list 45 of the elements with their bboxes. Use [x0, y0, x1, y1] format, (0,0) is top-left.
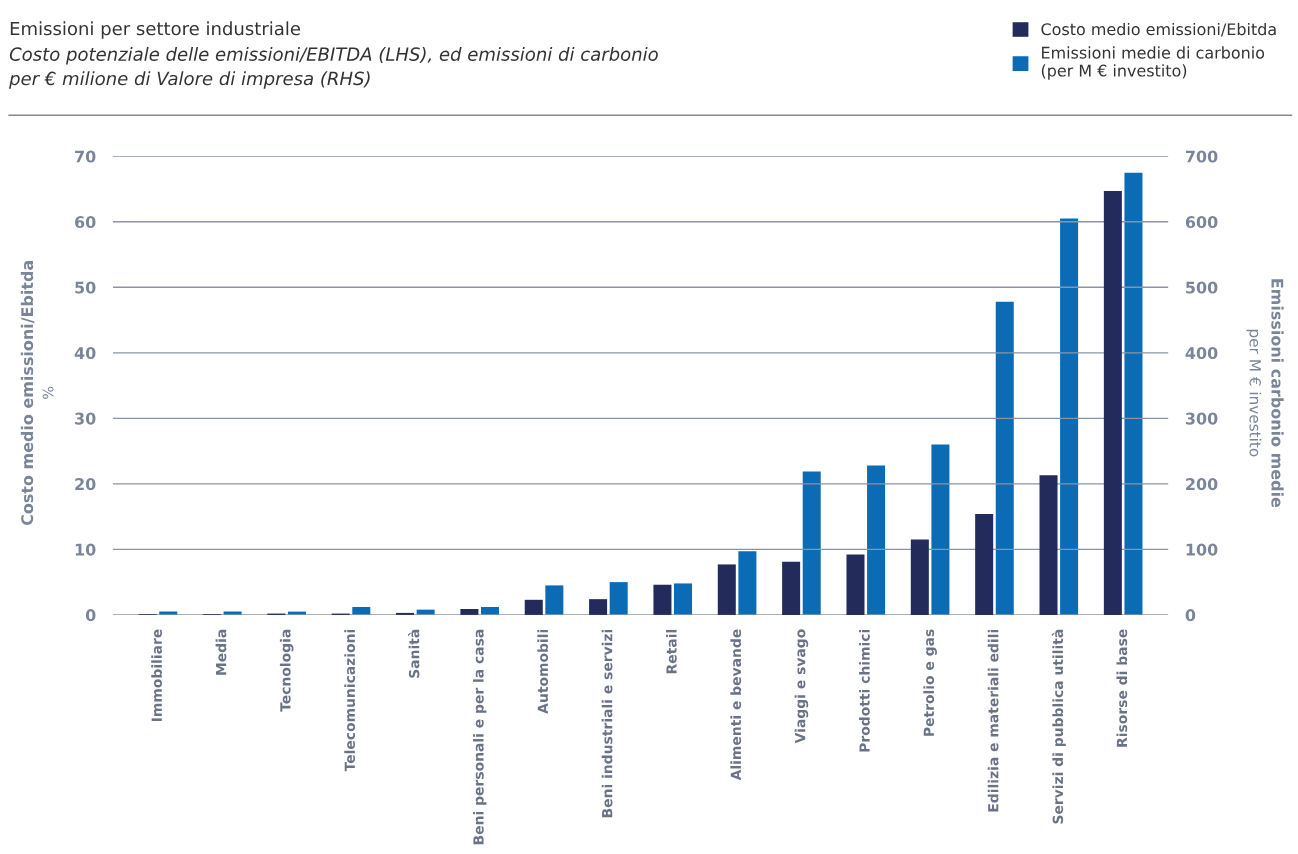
- bar: [1060, 218, 1079, 615]
- x-tick-label: Media: [215, 629, 227, 675]
- x-tick-label: Sanità: [408, 629, 420, 678]
- legend-label: Emissioni medie di carbonio (per M € investito): [1041, 46, 1265, 80]
- y-tick-label: 70: [75, 150, 96, 163]
- bar: [931, 444, 950, 615]
- y-tick-label: 50: [75, 281, 96, 294]
- y2-tick-label: 100: [1186, 543, 1218, 556]
- legend-label: Costo medio emissioni/Ebitda: [1041, 22, 1276, 37]
- x-tick-label: Edilizia e materiali edili: [987, 629, 999, 812]
- x-tick-label: Risorse di base: [1116, 629, 1128, 747]
- y-tick-label: 60: [75, 216, 96, 229]
- x-tick-label: Prodotti chimici: [859, 629, 870, 752]
- x-tick-label: Servizi di pubblica utilità: [1051, 629, 1066, 824]
- bar: [867, 465, 886, 615]
- y2-tick-label: 200: [1186, 478, 1218, 491]
- y-tick-label: 10: [75, 543, 96, 556]
- y2-axis-title: Emissioni carbonio medie per M € investito: [1246, 279, 1284, 508]
- y2-tick-label: 400: [1185, 347, 1218, 360]
- chart-title: Emissioni per settore industriale: [10, 21, 301, 39]
- x-tick-label: Petrolio e gas: [923, 629, 937, 736]
- x-tick-label: Retail: [666, 629, 677, 674]
- y-tick-label: 30: [75, 412, 96, 425]
- bar: [975, 513, 994, 615]
- y2-tick-label: 500: [1186, 281, 1218, 294]
- x-tick-label: Alimenti e bevande: [730, 629, 742, 781]
- bar: [609, 582, 628, 615]
- bar: [802, 471, 821, 615]
- x-tick-label: Beni personali e per la casa: [472, 629, 487, 845]
- bar: [995, 301, 1014, 615]
- y2-tick-label: 300: [1185, 412, 1218, 425]
- x-tick-label: Automobili: [537, 629, 549, 714]
- x-tick-label: Immobiliare: [151, 629, 162, 722]
- y-tick-label: 40: [74, 347, 96, 360]
- x-tick-label: Tecnologia: [279, 629, 294, 712]
- y2-tick-label: 700: [1185, 150, 1218, 163]
- x-tick-label: Viaggi e svago: [794, 629, 809, 744]
- x-tick-label: Beni industriali e servizi: [601, 629, 613, 818]
- y-tick-label: 20: [75, 478, 96, 491]
- y2-tick-label: 0: [1185, 609, 1196, 622]
- chart-subtitle: Costo potenziale delle emissioni/EBITDA (LHS), ed emissioni di carbonio per € milione di Valore di impresa (RHS): [9, 46, 658, 89]
- x-tick-label: Telecomunicazioni: [344, 629, 356, 772]
- y-axis-title: Costo medio emissioni/Ebitda %: [20, 261, 54, 526]
- y-tick-label: 0: [85, 609, 96, 622]
- y2-tick-label: 600: [1185, 216, 1218, 229]
